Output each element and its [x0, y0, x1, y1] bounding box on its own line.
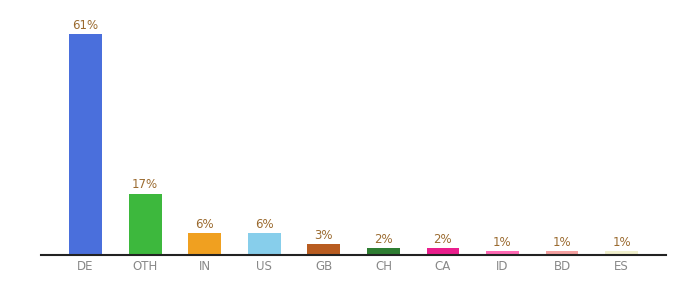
Bar [248, 233, 281, 255]
Bar [188, 233, 221, 255]
Text: 61%: 61% [73, 19, 99, 32]
Text: 2%: 2% [374, 232, 392, 246]
Bar [367, 248, 400, 255]
Bar [486, 251, 519, 255]
Text: 1%: 1% [553, 236, 571, 249]
Text: 2%: 2% [434, 232, 452, 246]
Text: 6%: 6% [255, 218, 273, 231]
Bar [605, 251, 638, 255]
Bar [129, 194, 162, 255]
Bar [545, 251, 579, 255]
Text: 6%: 6% [195, 218, 214, 231]
Text: 17%: 17% [132, 178, 158, 191]
Bar [69, 34, 102, 255]
Text: 1%: 1% [612, 236, 631, 249]
Bar [307, 244, 340, 255]
Text: 1%: 1% [493, 236, 512, 249]
Bar [426, 248, 459, 255]
Text: 3%: 3% [315, 229, 333, 242]
